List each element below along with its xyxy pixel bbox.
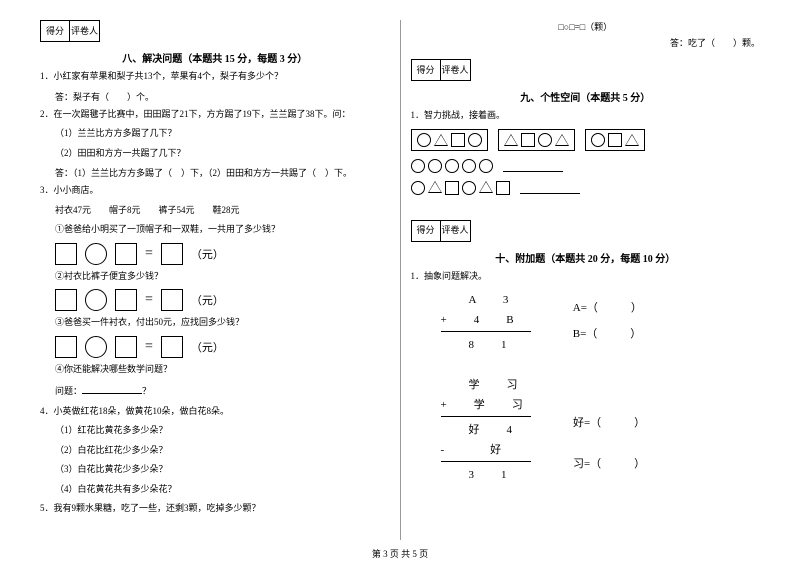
q3-4-label: 问题： <box>55 386 82 396</box>
blank-line <box>503 160 563 172</box>
square-shape <box>161 289 183 311</box>
yuan-unit: （元） <box>191 246 224 262</box>
m2-r5: 3 1 <box>441 464 531 484</box>
m2-r2: + 学 习 <box>441 394 531 414</box>
m2-r3: 好 4 <box>441 419 531 439</box>
m1-r3: 8 1 <box>441 334 531 354</box>
yuan-unit: （元） <box>191 339 224 355</box>
square-shape <box>161 243 183 265</box>
q4-2: （2）白花比红花少多少朵？ <box>55 444 390 458</box>
q4-3: （3）白花比黄花少多少朵？ <box>55 463 390 477</box>
m2-r1: 学 习 <box>441 374 531 394</box>
circle-shape <box>85 289 107 311</box>
score-box-10: 得分 评卷人 <box>411 220 471 242</box>
right-column: □○□=□（颗） 答：吃了（ ）颗。 得分 评卷人 九、个性空间（本题共 5 分… <box>401 20 771 540</box>
blank-line <box>520 182 580 194</box>
q3-4-sub: 问题：？ <box>55 382 390 399</box>
q2-2: （2）田田和方方一共踢了几下？ <box>55 147 390 161</box>
grader-label: 评卷人 <box>441 59 471 81</box>
q3-4: ④你还能解决哪些数学问题？ <box>55 363 390 377</box>
math-problem-2: 学 习 + 学 习 好 4 - 好 3 1 <box>441 374 531 484</box>
equation-row-3: = （元） <box>55 336 390 358</box>
section-10-title: 十、附加题（本题共 20 分，每题 10 分） <box>411 250 761 265</box>
pattern-row-1 <box>411 129 761 151</box>
q2-1: （1）兰兰比方方多踢了几下？ <box>55 127 390 141</box>
score-box-9: 得分 评卷人 <box>411 59 471 81</box>
circle-shape <box>85 336 107 358</box>
q4-4: （4）白花黄花共有多少朵花？ <box>55 483 390 497</box>
top-answer: 答：吃了（ ）颗。 <box>411 36 761 49</box>
circle-shape <box>85 243 107 265</box>
math-line <box>441 331 531 332</box>
square-shape <box>115 289 137 311</box>
q3-prices: 衬衣47元 帽子8元 裤子54元 鞋28元 <box>55 204 390 218</box>
pattern-box <box>498 129 575 151</box>
square-shape <box>115 336 137 358</box>
math-line <box>441 416 531 417</box>
score-label: 得分 <box>411 220 441 242</box>
q3: 3．小小商店。 <box>40 184 390 198</box>
result-hao: 好=（ ） <box>573 414 645 430</box>
result-col-1: A=（ ） B=（ ） <box>573 289 642 351</box>
q2-answer: 答：（1）兰兰比方方多踢了（ ）下，（2）田田和方方一共踢了（ ）下。 <box>55 166 390 179</box>
q4: 4．小英做红花18朵，做黄花10朵，做白花8朵。 <box>40 405 390 419</box>
m1-r1: A 3 <box>441 289 531 309</box>
score-label: 得分 <box>411 59 441 81</box>
q3-3: ③爸爸买一件衬衣，付出50元，应找回多少钱？ <box>55 316 390 330</box>
q2: 2．在一次踢毽子比赛中，田田踢了21下，方方踢了19下，兰兰踢了38下。问： <box>40 108 390 122</box>
yuan-unit: （元） <box>191 292 224 308</box>
math-line <box>441 461 531 462</box>
q10-1: 1．抽象问题解决。 <box>411 270 761 284</box>
page-footer: 第 3 页 共 5 页 <box>0 547 800 560</box>
math-problem-1: A 3 + 4 B 8 1 <box>441 289 531 354</box>
left-column: 得分 评卷人 八、解决问题（本题共 15 分，每题 3 分） 1．小红家有苹果和… <box>30 20 401 540</box>
score-box-8: 得分 评卷人 <box>40 20 100 42</box>
top-equation: □○□=□（颗） <box>411 20 761 33</box>
square-shape <box>55 289 77 311</box>
m1-r2: + 4 B <box>441 309 531 329</box>
pattern-row-2 <box>411 159 761 173</box>
equals-sign: = <box>145 339 153 355</box>
equals-sign: = <box>145 246 153 262</box>
pattern-row-3 <box>411 181 761 195</box>
square-shape <box>55 336 77 358</box>
pattern-box <box>411 129 488 151</box>
square-shape <box>161 336 183 358</box>
equation-row-1: = （元） <box>55 243 390 265</box>
result-col-2: 好=（ ） 习=（ ） <box>573 374 645 481</box>
score-label: 得分 <box>40 20 70 42</box>
q1: 1．小红家有苹果和梨子共13个，苹果有4个，梨子有多少个？ <box>40 70 390 84</box>
q4-1: （1）红花比黄花多多少朵？ <box>55 424 390 438</box>
section-8-title: 八、解决问题（本题共 15 分，每题 3 分） <box>40 50 390 65</box>
result-b: B=（ ） <box>573 325 642 341</box>
q3-2: ②衬衣比裤子便宜多少钱？ <box>55 270 390 284</box>
q3-1: ①爸爸给小明买了一顶帽子和一双鞋，一共用了多少钱？ <box>55 223 390 237</box>
result-a: A=（ ） <box>573 299 642 315</box>
square-shape <box>55 243 77 265</box>
section-9-title: 九、个性空间（本题共 5 分） <box>411 89 761 104</box>
grader-label: 评卷人 <box>70 20 100 42</box>
square-shape <box>115 243 137 265</box>
q5: 5．我有9颗水果糖，吃了一些，还剩3颗，吃掉多少颗？ <box>40 502 390 516</box>
q1-answer: 答：梨子有（ ）个。 <box>55 90 390 103</box>
pattern-box <box>585 129 645 151</box>
q9-1: 1．智力挑战，接着画。 <box>411 109 761 123</box>
blank-line <box>82 382 142 394</box>
m2-r4: - 好 <box>441 439 531 459</box>
equation-row-2: = （元） <box>55 289 390 311</box>
equals-sign: = <box>145 292 153 308</box>
result-xi: 习=（ ） <box>573 455 645 471</box>
grader-label: 评卷人 <box>441 220 471 242</box>
